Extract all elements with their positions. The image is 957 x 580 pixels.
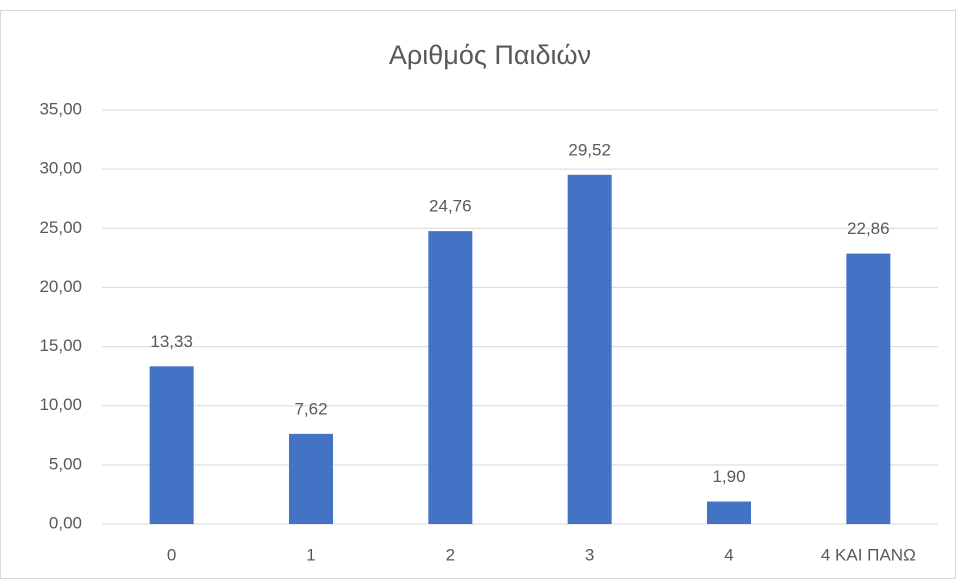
bar xyxy=(567,174,612,525)
y-tick-label: 25,00 xyxy=(39,218,82,237)
x-tick-label: 3 xyxy=(585,545,594,564)
y-tick-label: 20,00 xyxy=(39,277,82,296)
data-label: 1,90 xyxy=(712,467,745,486)
data-label: 13,33 xyxy=(150,332,193,351)
x-tick-label: 1 xyxy=(306,545,315,564)
y-tick-label: 15,00 xyxy=(39,336,82,355)
data-label: 22,86 xyxy=(847,219,890,238)
y-tick-label: 10,00 xyxy=(39,395,82,414)
y-tick-label: 35,00 xyxy=(39,99,82,118)
y-tick-label: 30,00 xyxy=(39,159,82,178)
bar xyxy=(846,253,891,524)
chart-title: Αριθμός Παιδιών xyxy=(389,40,591,70)
data-label: 24,76 xyxy=(429,197,472,216)
data-label: 29,52 xyxy=(568,140,611,159)
y-tick-label: 5,00 xyxy=(49,454,82,473)
chart-border xyxy=(0,10,956,579)
bar xyxy=(149,366,194,524)
bar xyxy=(289,433,333,524)
bar xyxy=(707,501,751,524)
x-tick-label: 4 xyxy=(724,545,733,564)
y-tick-label: 0,00 xyxy=(49,513,82,532)
data-label: 7,62 xyxy=(294,399,327,418)
x-tick-label: 2 xyxy=(446,545,455,564)
bar xyxy=(428,231,473,524)
x-tick-label: 0 xyxy=(167,545,176,564)
x-tick-label: 4 ΚΑΙ ΠΑΝΩ xyxy=(821,545,916,564)
